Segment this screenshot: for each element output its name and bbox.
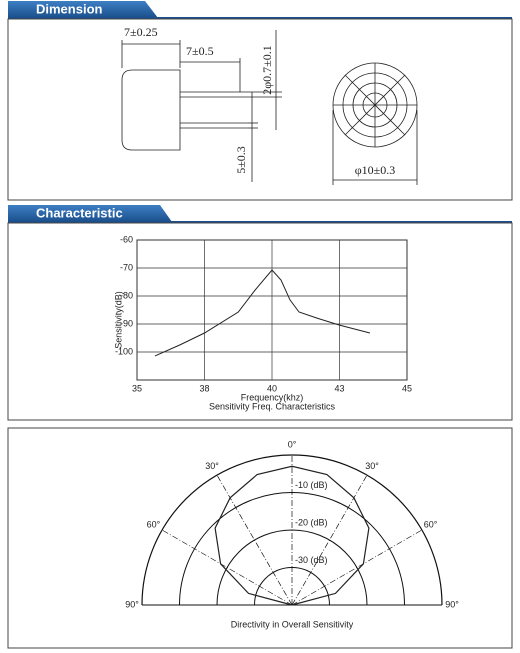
- angle-label: 0°: [288, 439, 297, 449]
- chart-title: Sensitivity Freq. Characteristics: [209, 401, 336, 411]
- x-axis-label: Frequency(khz): [241, 392, 304, 402]
- dimension-label: 2φ0.7±0.1: [260, 45, 274, 95]
- panel: [7, 18, 513, 201]
- ring-label: -20 (dB): [295, 517, 328, 527]
- spoke: [291, 474, 368, 606]
- x-tick-label: 40: [267, 383, 277, 393]
- spoke: [161, 529, 293, 606]
- angle-label: 30°: [205, 461, 219, 471]
- dimension-label: 7±0.25: [124, 25, 158, 39]
- ring-label: -10 (dB): [295, 480, 328, 490]
- y-tick-label: -80: [120, 290, 133, 300]
- panel: [7, 222, 513, 421]
- x-tick-label: 38: [199, 383, 209, 393]
- spoke: [291, 529, 423, 606]
- line: [154, 269, 371, 357]
- directivity-curve: [214, 465, 370, 606]
- ring-label: -30 (dB): [295, 555, 328, 565]
- x-tick-label: 45: [402, 383, 412, 393]
- y-tick-label: -70: [120, 262, 133, 272]
- x-tick-label: 43: [334, 383, 344, 393]
- side-view: [121, 30, 282, 182]
- angle-label: 90°: [445, 599, 459, 609]
- y-tick-label: -100: [115, 346, 133, 356]
- angle-label: 60°: [147, 519, 161, 529]
- tab: [8, 1, 158, 18]
- dimension-label: 7±0.5: [186, 44, 214, 58]
- tab: [8, 205, 172, 222]
- spoke: [216, 474, 293, 606]
- dimension-label: 5±0.3: [234, 146, 248, 174]
- y-tick-label: -90: [120, 318, 133, 328]
- dimension-label: φ10±0.3: [355, 163, 396, 177]
- y-tick-label: -60: [120, 234, 133, 244]
- panel: [7, 427, 513, 649]
- x-tick-label: 35: [132, 383, 142, 393]
- y-axis-label: Sensitivity(dB): [113, 291, 123, 349]
- angle-label: 60°: [424, 519, 438, 529]
- front-view: [332, 62, 418, 185]
- outer-ring: [141, 454, 443, 606]
- section-title: Dimension: [36, 1, 103, 16]
- angle-label: 90°: [125, 599, 139, 609]
- section-title: Characteristic: [36, 205, 123, 220]
- chart-title: Directivity in Overall Sensitivity: [231, 619, 354, 629]
- angle-label: 30°: [365, 461, 379, 471]
